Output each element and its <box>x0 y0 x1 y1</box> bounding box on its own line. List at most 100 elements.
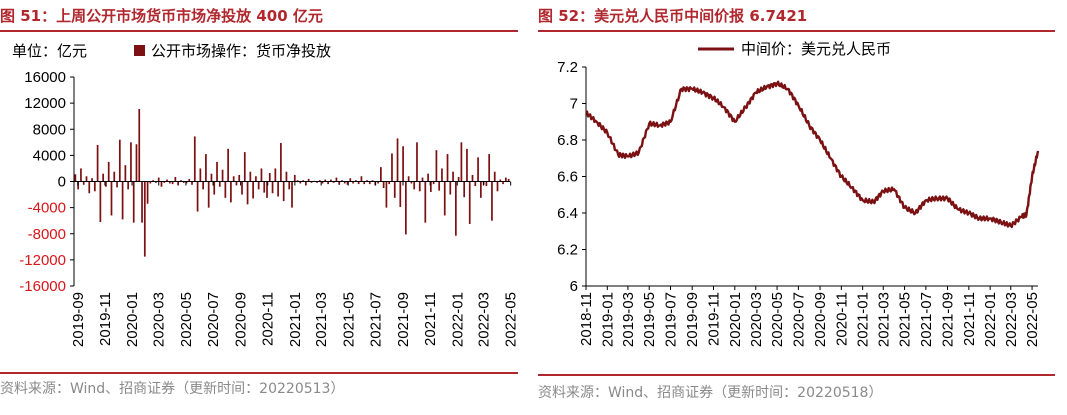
bar <box>335 177 338 182</box>
x-tick-label: 2020-07 <box>205 292 222 347</box>
bar <box>210 173 213 182</box>
bar <box>360 176 363 182</box>
bar <box>216 161 218 182</box>
bar <box>202 181 204 190</box>
bar <box>196 181 199 212</box>
bar <box>260 168 263 182</box>
bar <box>91 178 93 182</box>
bar <box>410 181 413 184</box>
bar <box>110 181 113 216</box>
bar <box>466 148 468 182</box>
right-chart-panel: 图 52：美元兑人民币中间价报 6.7421 中间价：美元兑人民币 7.2 7 6.8… <box>538 0 1067 415</box>
bar <box>107 161 110 182</box>
bar <box>271 181 274 194</box>
bar <box>185 181 188 184</box>
x-tick-label: 2020-03 <box>151 292 168 347</box>
x-tick-label: 2021-11 <box>422 292 439 346</box>
bar <box>402 146 404 182</box>
x-tick-label: 2021-01 <box>287 292 304 347</box>
x-tick-label: 2020-01 <box>727 292 744 347</box>
bar <box>477 157 479 182</box>
bar <box>135 144 138 182</box>
bar <box>243 152 246 182</box>
x-tick-label: 2019-09 <box>70 292 87 347</box>
bar <box>471 174 474 182</box>
x-tick-label: 2020-07 <box>790 292 807 347</box>
bar <box>496 181 499 192</box>
bar <box>193 136 196 182</box>
bar <box>207 181 210 208</box>
bar <box>227 148 229 182</box>
bar <box>382 181 385 189</box>
bar <box>341 180 343 182</box>
x-tick-label: 2019-01 <box>599 292 616 347</box>
bar <box>324 179 327 182</box>
bar <box>149 181 152 184</box>
x-tick-label: 2021-11 <box>961 292 978 346</box>
left-chart-title: 图 51：上周公开市场货币市场净投放 400 亿元 <box>0 7 323 25</box>
bar <box>413 181 416 190</box>
bar <box>152 180 155 182</box>
bar <box>293 174 296 182</box>
x-tick-label: 2021-05 <box>897 292 914 347</box>
x-tick-label: 2021-09 <box>395 292 412 347</box>
x-tick-label: 2022-03 <box>476 292 493 347</box>
legend-label: 公开市场操作：货币净投放 <box>151 42 331 60</box>
x-tick-label: 2022-01 <box>449 292 466 347</box>
bar <box>321 181 324 184</box>
bar <box>429 181 432 192</box>
bar <box>174 176 177 182</box>
x-tick-label: 2021-09 <box>940 292 957 347</box>
bar <box>127 181 130 190</box>
bar <box>141 181 143 223</box>
left-source-note: 资料来源：Wind、招商证券（更新时间：20220513） <box>0 381 345 397</box>
bar <box>138 109 141 182</box>
bar <box>468 181 471 224</box>
bar <box>213 181 216 195</box>
bar <box>421 177 424 182</box>
bar <box>463 181 466 198</box>
bar <box>291 181 293 208</box>
x-tick-label: 2019-11 <box>706 292 723 346</box>
bar <box>232 176 235 182</box>
bar <box>368 181 371 185</box>
bar <box>182 181 185 183</box>
bar <box>435 150 438 182</box>
bar <box>443 181 446 216</box>
bar <box>230 181 232 203</box>
bar <box>235 181 238 186</box>
bar <box>274 168 277 182</box>
y-tick-label: 6.8 <box>557 132 578 149</box>
bar <box>363 181 366 185</box>
bar <box>168 181 171 184</box>
bar <box>302 180 304 182</box>
bar <box>396 138 399 182</box>
bar <box>460 142 463 182</box>
x-tick-label: 2019-05 <box>641 292 658 347</box>
bar <box>310 181 313 183</box>
bar <box>449 181 452 195</box>
bar <box>352 181 354 184</box>
bar <box>88 181 91 194</box>
bar <box>116 181 118 188</box>
bar <box>177 181 179 186</box>
bar <box>124 165 127 182</box>
x-tick-label: 2021-07 <box>918 292 935 347</box>
bar <box>102 173 105 182</box>
y-tick-label: 7 <box>570 96 578 113</box>
bar <box>282 181 285 202</box>
bar <box>263 181 266 193</box>
left-bottom-rule <box>0 372 518 374</box>
x-tick-label: 2020-09 <box>233 292 250 347</box>
x-tick-label: 2021-03 <box>875 292 892 347</box>
bar <box>252 181 254 199</box>
right-title-rule <box>538 30 1055 32</box>
bar <box>180 180 182 182</box>
bar <box>191 181 193 185</box>
bar <box>74 174 77 182</box>
bar <box>221 169 224 182</box>
bar <box>318 180 321 182</box>
y-tick-label: 4000 <box>33 147 66 164</box>
y-tick-label: 6.6 <box>557 169 578 186</box>
